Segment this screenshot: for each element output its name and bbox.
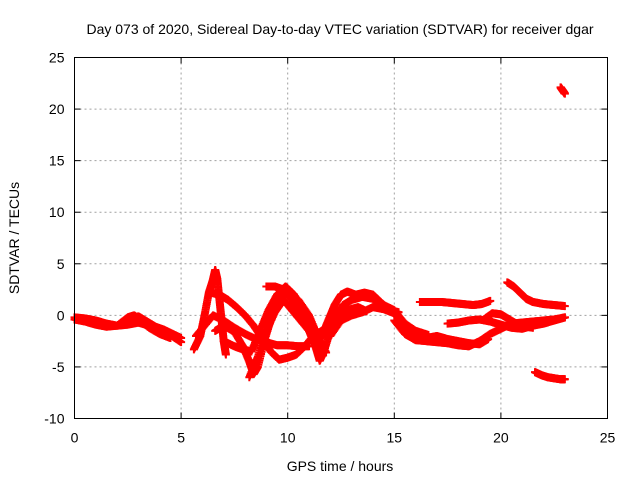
data-series-track-13: [415, 296, 495, 310]
data-point-marker: [486, 296, 495, 305]
data-point-marker: [528, 323, 537, 332]
data-series-track-17: [531, 368, 569, 384]
data-point-marker: [560, 313, 569, 322]
x-tick-label: 20: [493, 430, 509, 446]
x-tick-label: 0: [71, 430, 79, 446]
y-tick-label: 0: [57, 307, 65, 323]
y-tick-label: -10: [44, 411, 64, 427]
y-tick-label: 10: [49, 204, 65, 220]
x-tick-label: 25: [600, 430, 616, 446]
y-tick-label: 5: [57, 256, 65, 272]
x-tick-label: 5: [177, 430, 185, 446]
data-series: [70, 83, 569, 384]
x-axis-label: GPS time / hours: [287, 458, 394, 474]
x-tick-label: 15: [387, 430, 403, 446]
data-series-track-10: [262, 282, 403, 349]
grid-lines: [74, 57, 608, 419]
y-tick-label: 25: [49, 50, 65, 66]
y-axis-label: SDTVAR / TECUs: [6, 182, 22, 294]
data-series-track-15: [479, 309, 537, 332]
data-series-track-18: [556, 83, 569, 98]
plot-frame: [74, 57, 608, 419]
data-point-marker: [560, 302, 569, 311]
data-series-track-16: [503, 278, 569, 311]
data-point-marker: [221, 350, 230, 359]
chart-title: Day 073 of 2020, Sidereal Day-to-day VTE…: [86, 21, 593, 37]
data-point-marker: [560, 375, 569, 384]
data-point-marker: [560, 89, 569, 98]
y-tick-label: -5: [52, 359, 65, 375]
x-tick-label: 10: [280, 430, 296, 446]
data-point-marker: [177, 334, 186, 343]
y-tick-label: 20: [49, 101, 65, 117]
data-series-track-3: [117, 312, 186, 343]
y-tick-label: 15: [49, 153, 65, 169]
